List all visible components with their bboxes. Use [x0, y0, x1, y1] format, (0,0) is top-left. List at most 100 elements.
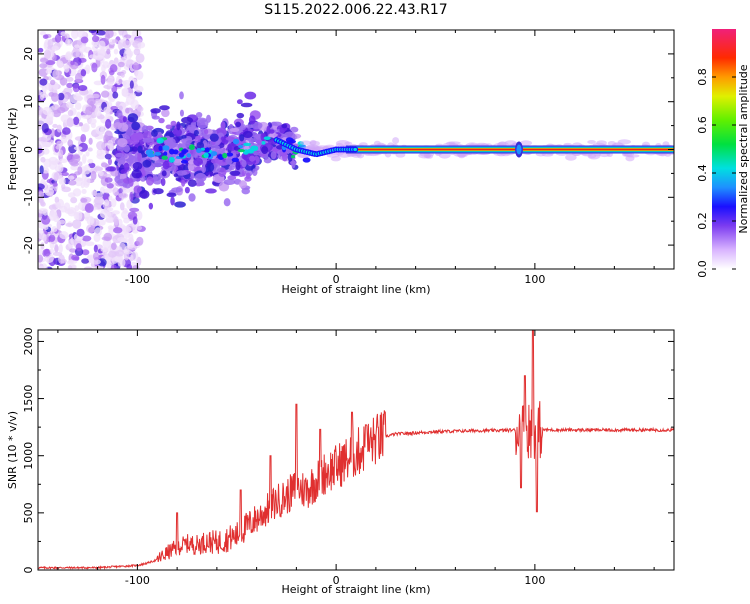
- spectral-blob: [95, 30, 106, 36]
- spectral-blob: [173, 158, 183, 166]
- spectral-blob: [64, 33, 70, 39]
- spectral-blob: [77, 201, 86, 211]
- spectral-blob: [120, 237, 130, 243]
- spectral-blob: [83, 176, 91, 186]
- spectral-blob: [42, 34, 49, 39]
- spectral-blob: [51, 104, 59, 111]
- spectral-blob: [252, 168, 258, 177]
- spectral-blob: [59, 231, 69, 240]
- spectral-blob: [99, 209, 109, 219]
- spectral-blob: [39, 31, 47, 36]
- spectral-blob: [141, 125, 149, 133]
- spectral-blob: [41, 122, 49, 133]
- spectral-blob: [58, 163, 64, 173]
- spectral-blob: [59, 77, 68, 86]
- spectral-blob: [74, 205, 80, 212]
- spectral-blob: [65, 76, 74, 82]
- snr-series-line: [38, 330, 674, 570]
- spectral-blob: [76, 228, 85, 237]
- spectral-blob: [103, 106, 111, 114]
- spectral-blob: [111, 39, 118, 44]
- spectral-blob: [249, 155, 256, 162]
- spectral-blob: [132, 216, 138, 225]
- spectral-blob: [61, 186, 72, 193]
- spectral-blob: [97, 49, 105, 58]
- figure-title: S115.2022.006.22.43.R17: [264, 2, 447, 18]
- spectral-blob: [104, 153, 112, 160]
- spectral-blob: [47, 109, 55, 119]
- spectral-blob: [93, 166, 104, 171]
- spectral-blob: [113, 216, 119, 226]
- spectral-blob: [118, 102, 127, 113]
- spectral-blob: [136, 225, 143, 231]
- colorbar-label: Normalized spectral amplitude: [737, 64, 750, 233]
- spectral-blob: [67, 139, 74, 147]
- spectral-blob: [135, 132, 144, 141]
- spectral-blob: [184, 186, 190, 194]
- spectral-blob: [132, 264, 140, 269]
- spectral-blob: [114, 249, 125, 257]
- spectral-blob: [54, 196, 60, 204]
- spectral-blob: [162, 161, 170, 170]
- spectral-peak-blob: [162, 145, 170, 151]
- spectral-blob: [105, 166, 115, 172]
- spectral-blob: [38, 208, 48, 214]
- spectral-blob: [198, 128, 206, 137]
- spectral-blob: [93, 244, 98, 253]
- spectral-blob: [108, 250, 117, 258]
- spectral-blob: [91, 35, 100, 43]
- spectral-blob: [181, 116, 194, 124]
- spectral-peak-blob: [203, 152, 209, 159]
- snr-y-tick-label: 2000: [22, 327, 35, 355]
- spectral-blob: [65, 222, 73, 227]
- spectral-blob: [142, 159, 152, 168]
- spectral-blob: [179, 109, 184, 117]
- spectral-blob: [97, 258, 107, 267]
- spectral-blob: [56, 60, 64, 69]
- spectral-blob: [133, 185, 142, 194]
- spectral-blob: [71, 48, 80, 58]
- spectral-blob: [117, 137, 128, 148]
- spectrogram-y-tick-label: 0: [22, 146, 35, 153]
- spectral-blob: [107, 158, 113, 166]
- spectral-blob: [207, 162, 215, 172]
- spectral-blob: [244, 176, 252, 182]
- spectral-blob: [118, 192, 129, 199]
- spectral-ridge: [273, 136, 674, 158]
- spectral-peak-blob: [186, 153, 191, 158]
- spectral-blob: [50, 79, 56, 86]
- spectral-blob: [195, 112, 203, 118]
- spectral-blob: [53, 215, 60, 223]
- spectral-blob: [152, 176, 163, 185]
- spectral-blob: [74, 102, 82, 111]
- spectral-blob: [111, 210, 120, 215]
- spectral-peak-blob: [180, 159, 188, 164]
- spectral-blob: [94, 227, 102, 237]
- spectral-blob: [196, 141, 205, 150]
- spectral-blob: [193, 157, 203, 167]
- spectral-blob: [122, 40, 132, 49]
- spectral-blob: [38, 248, 43, 255]
- spectral-peak-blob: [147, 153, 156, 158]
- colorbar-ticks: 0.0 0.2 0.4 0.6 0.8: [696, 68, 736, 278]
- spectral-blob: [76, 30, 87, 38]
- spectral-blob: [136, 106, 144, 112]
- spectral-blob: [106, 183, 114, 189]
- spectral-blob: [120, 72, 125, 78]
- spectral-blob: [204, 128, 209, 135]
- spectral-blob: [74, 72, 83, 83]
- spectral-blob: [163, 137, 176, 147]
- spectral-blob: [596, 140, 607, 146]
- spectral-blob: [98, 219, 106, 226]
- spectral-blob: [98, 40, 106, 49]
- spectral-blob: [50, 128, 56, 138]
- spectral-blob: [54, 34, 62, 43]
- spectral-blob: [587, 139, 596, 144]
- spectral-blob: [263, 157, 272, 164]
- colorbar-tick-label: 0.2: [696, 212, 709, 230]
- spectral-blob: [70, 196, 78, 204]
- spectral-blob: [330, 156, 341, 162]
- spectral-peak-blob: [263, 136, 271, 140]
- snr-x-tick-label: -100: [125, 574, 150, 587]
- spectral-blob: [78, 122, 84, 127]
